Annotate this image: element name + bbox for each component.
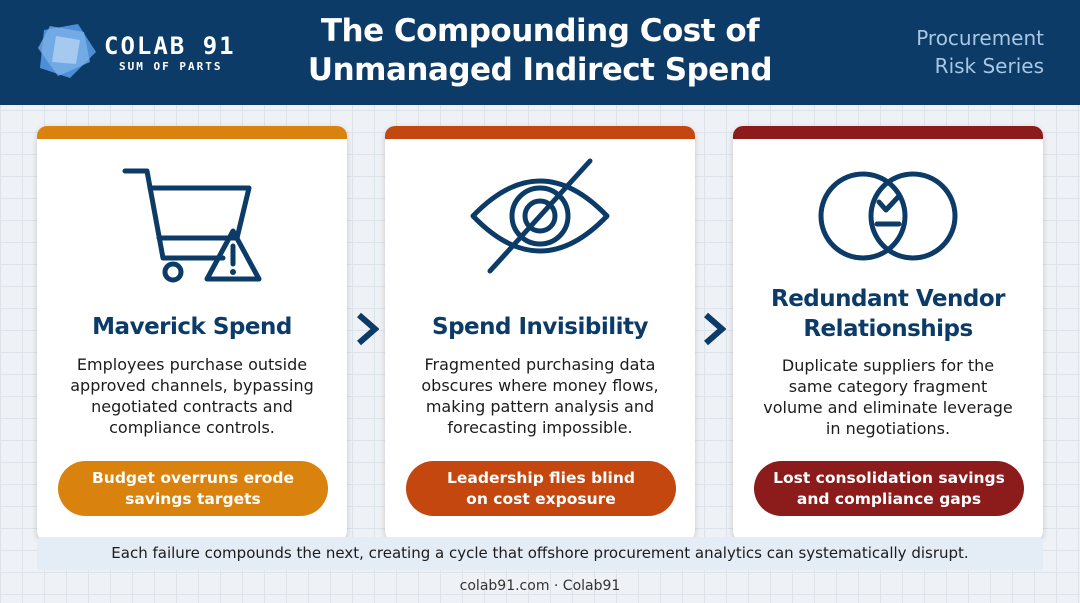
summary-band: Each failure compounds the next, creatin… xyxy=(37,537,1043,570)
card-title-line-1: Redundant Vendor xyxy=(770,286,1006,312)
page-title: The Compounding Cost of Unmanaged Indire… xyxy=(300,12,780,90)
card-maverick-spend: Maverick Spend Employees purchase outsid… xyxy=(37,126,347,541)
impact-badge: Budget overruns erode savings targets xyxy=(58,461,328,516)
card-text-line: Employees purchase outside xyxy=(76,355,308,374)
card-text-line: volume and eliminate leverage xyxy=(763,398,1013,417)
card-text-line: Duplicate suppliers for the xyxy=(781,356,995,375)
card-text-line: forecasting impossible. xyxy=(447,418,633,437)
footer-credit[interactable]: colab91.com · Colab91 xyxy=(459,578,621,594)
impact-badge-line-1: Leadership flies blind xyxy=(447,468,635,487)
card-text-line: compliance controls. xyxy=(109,418,275,437)
card-accent-bar xyxy=(733,126,1043,139)
chevron-right-icon xyxy=(357,312,379,346)
card-text-line: obscures where money flows, xyxy=(421,376,659,395)
card-title-line-1: Spend Invisibility xyxy=(432,314,648,340)
card-description: Duplicate suppliers for the same categor… xyxy=(747,355,1029,439)
impact-badge-line-2: and compliance gaps xyxy=(796,489,982,508)
chevron-right-icon xyxy=(704,312,726,346)
card-title: Redundant Vendor Relationships xyxy=(743,284,1033,344)
overlapping-circles-icon xyxy=(818,171,958,261)
card-title-line-1: Maverick Spend xyxy=(92,314,292,340)
card-text-line: in negotiations. xyxy=(825,419,951,438)
card-description: Fragmented purchasing data obscures wher… xyxy=(399,354,681,438)
card-text-line: approved channels, bypassing xyxy=(70,376,314,395)
card-title-line-2: Relationships xyxy=(803,316,973,342)
card-title: Maverick Spend xyxy=(47,312,337,342)
title-line-1: The Compounding Cost of xyxy=(320,13,760,49)
impact-badge: Leadership flies blind on cost exposure xyxy=(406,461,676,516)
series-line-1: Procurement xyxy=(916,26,1044,50)
card-text-line: making pattern analysis and xyxy=(425,397,655,416)
series-line-2: Risk Series xyxy=(934,54,1044,78)
impact-badge-line-1: Lost consolidation savings xyxy=(773,468,1005,487)
card-text-line: negotiated contracts and xyxy=(91,397,293,416)
card-redundant-vendors: Redundant Vendor Relationships Duplicate… xyxy=(733,126,1043,541)
series-label: Procurement Risk Series xyxy=(844,24,1044,80)
title-line-2: Unmanaged Indirect Spend xyxy=(307,52,773,88)
shopping-cart-warning-icon xyxy=(122,168,262,283)
card-title: Spend Invisibility xyxy=(395,312,685,342)
brand-tagline: SUM OF PARTS xyxy=(119,60,223,73)
header-banner: COLAB 91 SUM OF PARTS The Compounding Co… xyxy=(0,0,1080,105)
card-accent-bar xyxy=(37,126,347,139)
card-accent-bar xyxy=(385,126,695,139)
impact-badge: Lost consolidation savings and complianc… xyxy=(754,461,1024,516)
card-text-line: same category fragment xyxy=(788,377,988,396)
impact-badge-line-1: Budget overruns erode xyxy=(91,468,294,487)
impact-badge-line-2: on cost exposure xyxy=(466,489,616,508)
brand-name: COLAB 91 xyxy=(104,32,236,60)
card-text-line: Fragmented purchasing data xyxy=(424,355,656,374)
card-spend-invisibility: Spend Invisibility Fragmented purchasing… xyxy=(385,126,695,541)
eye-slash-icon xyxy=(470,158,610,274)
colab91-logo-icon xyxy=(38,24,96,78)
card-description: Employees purchase outside approved chan… xyxy=(51,354,333,438)
impact-badge-line-2: savings targets xyxy=(125,489,261,508)
